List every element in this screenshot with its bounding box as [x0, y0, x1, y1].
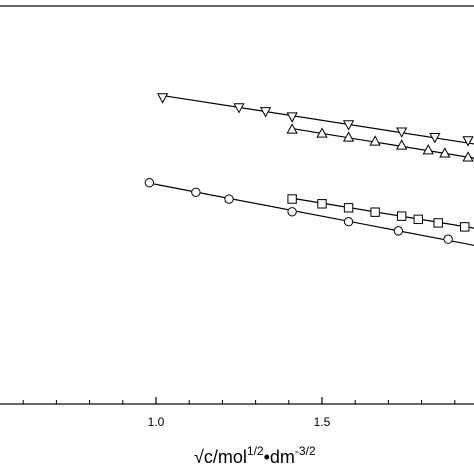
- data-point-triangle-up: [439, 147, 451, 158]
- plot-border: [0, 5, 474, 405]
- x-tick-label-2: 1.5: [314, 415, 331, 429]
- data-point-triangle-up: [396, 139, 408, 150]
- data-point-triangle-down: [462, 136, 474, 147]
- fit-line-0: [162, 94, 474, 145]
- data-point-circle: [393, 226, 404, 236]
- data-point-square: [413, 214, 423, 225]
- data-point-square: [317, 199, 327, 209]
- data-point-triangle-down: [342, 120, 355, 131]
- plot-frame: [0, 5, 474, 405]
- data-point-triangle-up: [286, 123, 298, 134]
- data-point-square: [433, 218, 443, 228]
- x-axis-ticks: 0.51.01.5: [22, 397, 456, 429]
- data-point-triangle-down: [156, 93, 169, 104]
- data-point-triangle-up: [342, 131, 355, 142]
- data-point-circle: [343, 217, 354, 227]
- data-point-circle: [144, 178, 155, 188]
- data-markers: [144, 93, 474, 244]
- fit-lines: [149, 94, 474, 246]
- data-point-square: [370, 207, 380, 217]
- data-point-triangle-down: [286, 112, 298, 123]
- data-point-triangle-down: [429, 133, 441, 144]
- data-point-triangle-up: [316, 127, 328, 138]
- data-point-circle: [224, 194, 234, 204]
- data-point-square: [287, 194, 297, 204]
- x-axis-label: √c/mol1/2•dm-3/2: [194, 444, 316, 467]
- fit-line-3: [149, 182, 474, 246]
- data-point-triangle-up: [422, 144, 434, 155]
- data-point-triangle-down: [259, 107, 272, 118]
- data-point-triangle-down: [396, 127, 408, 138]
- data-point-square: [460, 222, 470, 232]
- x-tick-label-1: 1.0: [148, 415, 165, 429]
- data-point-triangle-down: [233, 103, 245, 114]
- data-point-triangle-up: [462, 151, 474, 162]
- data-point-square: [396, 211, 407, 221]
- data-point-triangle-up: [369, 135, 381, 146]
- data-point-circle: [287, 207, 297, 217]
- data-point-circle: [191, 187, 201, 197]
- data-point-circle: [443, 234, 453, 244]
- data-point-square: [343, 203, 354, 213]
